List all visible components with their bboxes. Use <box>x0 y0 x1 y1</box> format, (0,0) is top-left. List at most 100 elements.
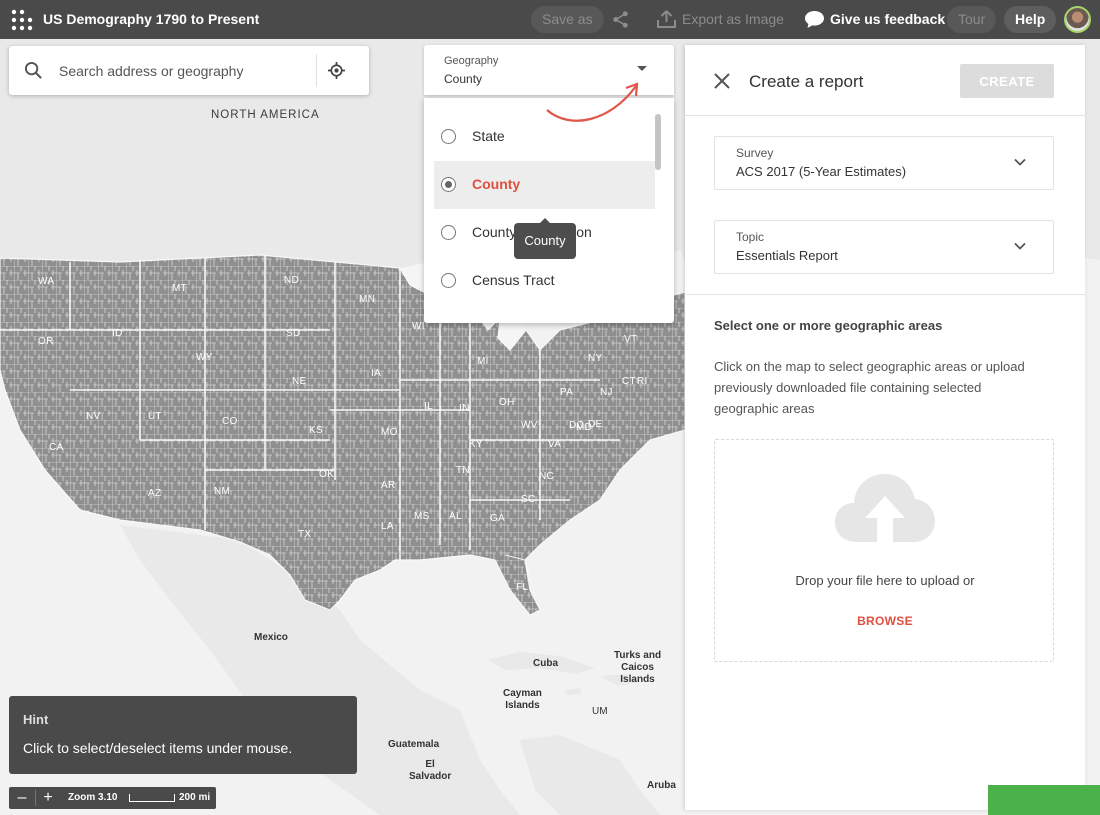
place-label: UM <box>592 706 608 717</box>
user-avatar[interactable] <box>1064 6 1091 33</box>
state-label: IN <box>459 403 470 414</box>
state-label: AR <box>381 480 396 491</box>
state-label: DC <box>569 420 585 431</box>
file-drop-zone[interactable]: Drop your file here to upload or BROWSE <box>714 439 1054 662</box>
state-label: NM <box>214 486 231 497</box>
close-icon[interactable] <box>713 72 731 90</box>
section-description: Click on the map to select geographic ar… <box>714 359 1025 416</box>
state-label: MT <box>172 283 188 294</box>
hint-box: Hint Click to select/deselect items unde… <box>9 696 357 774</box>
option-label: County <box>472 176 521 192</box>
radio-button[interactable] <box>441 225 456 240</box>
geography-options-list: State County County Subdivision Census T… <box>424 98 674 323</box>
place-label: Guatemala <box>388 739 440 750</box>
state-label: RI <box>637 376 648 387</box>
place-label: Cuba <box>533 658 558 669</box>
place-label: Aruba <box>647 780 676 791</box>
state-label: CT <box>622 376 636 387</box>
hint-title: Hint <box>23 712 49 727</box>
state-label: MS <box>414 511 430 522</box>
state-label: MO <box>381 427 398 438</box>
state-label: FL <box>516 582 529 593</box>
state-label: TN <box>456 465 470 476</box>
zoom-in-button[interactable]: + <box>43 789 53 806</box>
place-label: Turks and Caicos Islands <box>614 650 662 685</box>
state-label: UT <box>148 411 162 422</box>
state-label: GA <box>490 513 506 524</box>
panel-title: Create a report <box>749 72 864 91</box>
chevron-down-icon[interactable] <box>1013 239 1027 253</box>
state-label: IL <box>424 401 433 412</box>
search-input[interactable] <box>59 46 309 95</box>
scrollbar[interactable] <box>655 114 661 170</box>
feedback-button[interactable]: Give us feedback <box>830 11 946 27</box>
state-label: LA <box>381 521 394 532</box>
state-label: OH <box>499 397 515 408</box>
chevron-down-icon[interactable] <box>1013 155 1027 169</box>
state-label: IA <box>371 368 382 379</box>
annotation-arrow-icon <box>546 82 639 122</box>
option-tooltip: County <box>514 218 576 259</box>
app-title: US Demography 1790 to Present <box>43 11 260 27</box>
topic-value: Essentials Report <box>736 248 838 263</box>
radio-button[interactable] <box>441 273 456 288</box>
hint-text: Click to select/deselect items under mou… <box>23 740 293 756</box>
create-report-panel: Create a report CREATE Survey ACS 2017 (… <box>685 45 1085 810</box>
section-heading: Select one or more geographic areas <box>714 318 943 333</box>
state-label: NC <box>539 471 555 482</box>
state-label: DE <box>588 419 603 430</box>
state-label: ID <box>112 328 123 339</box>
state-label: NV <box>86 411 101 422</box>
topic-select[interactable]: Topic Essentials Report <box>714 220 1054 274</box>
tour-button[interactable]: Tour <box>947 6 997 33</box>
geography-option-county[interactable]: County <box>434 161 655 209</box>
survey-label: Survey <box>736 146 774 160</box>
state-label: VA <box>548 439 562 450</box>
topic-label: Topic <box>736 230 765 244</box>
state-label: AL <box>449 511 462 522</box>
browse-link[interactable]: BROWSE <box>857 614 913 628</box>
state-label: WV <box>521 420 538 431</box>
zoom-controls: – + Zoom 3.10 200 mi <box>9 787 216 809</box>
survey-select[interactable]: Survey ACS 2017 (5-Year Estimates) <box>714 136 1054 190</box>
state-label: NE <box>292 376 307 387</box>
state-label: MI <box>477 356 489 367</box>
chat-widget-tab[interactable] <box>988 785 1100 815</box>
apps-grid-icon[interactable] <box>10 8 34 32</box>
scale-label: 200 mi <box>179 792 211 803</box>
radio-button[interactable] <box>441 129 456 144</box>
zoom-out-button[interactable]: – <box>17 789 27 806</box>
divider <box>685 294 1085 295</box>
locate-me-icon[interactable] <box>327 61 346 80</box>
survey-value: ACS 2017 (5-Year Estimates) <box>736 164 907 179</box>
option-label: Census Tract <box>472 272 555 288</box>
state-label: OK <box>319 469 335 480</box>
state-label: WY <box>196 352 213 363</box>
state-label: MN <box>359 294 376 305</box>
zoom-level: Zoom 3.10 <box>68 792 118 803</box>
caret-down-icon[interactable] <box>637 66 647 71</box>
geography-option-state[interactable]: State <box>434 113 655 161</box>
geography-value: County <box>444 72 483 86</box>
state-label: WI <box>412 321 425 332</box>
export-upload-icon <box>657 10 676 28</box>
state-label: CO <box>222 416 238 427</box>
radio-button[interactable] <box>441 177 456 192</box>
state-label: PA <box>560 387 574 398</box>
drop-instructions: Drop your file here to upload or <box>795 573 975 588</box>
save-as-button[interactable]: Save as <box>531 6 604 33</box>
state-label: MD <box>576 422 593 433</box>
continent-label: NORTH AMERICA <box>211 109 320 121</box>
geography-option-census-tract[interactable]: Census Tract <box>434 257 655 305</box>
state-label: OR <box>38 336 54 347</box>
state-label: ND <box>284 275 300 286</box>
help-button[interactable]: Help <box>1004 6 1057 33</box>
export-image-button[interactable]: Export as Image <box>682 11 784 27</box>
speech-bubble-icon <box>805 11 824 28</box>
cloud-upload-icon <box>835 474 935 542</box>
create-button[interactable]: CREATE <box>960 64 1054 98</box>
divider <box>685 115 1085 116</box>
share-icon[interactable] <box>611 10 630 29</box>
scale-bar <box>129 794 175 802</box>
state-label: KY <box>469 439 483 450</box>
